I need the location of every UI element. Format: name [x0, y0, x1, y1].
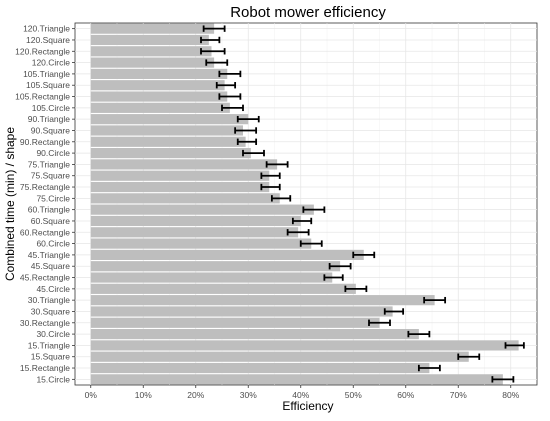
- y-tick-label: 120.Rectangle: [15, 46, 70, 56]
- bar: [90, 57, 215, 68]
- y-tick-label: 90.Square: [31, 125, 70, 135]
- x-tick-label: 20%: [187, 390, 204, 400]
- bar: [90, 80, 225, 91]
- y-tick-label: 15.Triangle: [28, 340, 70, 350]
- x-axis-label: Efficiency: [282, 399, 333, 413]
- y-tick-label: 45.Triangle: [28, 250, 70, 260]
- y-tick-label: 60.Square: [31, 216, 70, 226]
- y-tick-label: 45.Circle: [36, 284, 70, 294]
- y-tick-label: 75.Rectangle: [20, 182, 70, 192]
- x-axis: 0% 10% 20% 30% 40% 50% 60% 70% 80%: [85, 385, 520, 400]
- bar: [90, 295, 435, 306]
- y-tick-label: 90.Triangle: [28, 114, 70, 124]
- x-tick-label: 0%: [85, 390, 98, 400]
- bar: [90, 91, 228, 102]
- bar: [90, 68, 228, 79]
- x-tick-label: 70%: [450, 390, 467, 400]
- bar: [90, 136, 246, 147]
- x-tick-label: 30%: [240, 390, 257, 400]
- x-tick-label: 80%: [502, 390, 519, 400]
- bar: [90, 238, 312, 249]
- bar: [90, 125, 243, 136]
- y-tick-label: 105.Triangle: [23, 69, 70, 79]
- y-tick-label: 90.Rectangle: [20, 137, 70, 147]
- y-tick-label: 45.Rectangle: [20, 273, 70, 283]
- y-tick-label: 60.Triangle: [28, 205, 70, 215]
- y-tick-label: 15.Rectangle: [20, 363, 70, 373]
- y-tick-label: 120.Circle: [32, 58, 71, 68]
- bar: [90, 374, 503, 385]
- y-tick-label: 30.Rectangle: [20, 318, 70, 328]
- x-tick-label: 10%: [135, 390, 152, 400]
- y-tick-label: 60.Rectangle: [20, 227, 70, 237]
- bar: [90, 340, 519, 351]
- y-tick-label: 15.Square: [31, 352, 70, 362]
- y-tick-label: 75.Square: [31, 171, 70, 181]
- bar: [90, 102, 230, 113]
- x-tick-label: 40%: [292, 390, 309, 400]
- y-tick-label: 120.Triangle: [23, 24, 70, 34]
- bar: [90, 170, 270, 181]
- error-bars: [200, 25, 525, 383]
- y-tick-label: 30.Circle: [36, 329, 70, 339]
- bar: [90, 193, 280, 204]
- y-tick-label: 105.Square: [26, 80, 70, 90]
- y-tick-label: 120.Square: [26, 35, 70, 45]
- bar: [90, 181, 270, 193]
- bar: [90, 283, 356, 294]
- bar: [90, 23, 215, 34]
- bar: [90, 204, 314, 215]
- bar: [90, 306, 393, 317]
- bar-series: [90, 23, 519, 385]
- bar: [90, 215, 301, 227]
- x-tick-label: 60%: [397, 390, 414, 400]
- bar: [90, 46, 212, 57]
- y-tick-label: 75.Circle: [36, 193, 70, 203]
- bar: [90, 317, 380, 328]
- bar: [90, 249, 364, 260]
- x-tick-label: 50%: [345, 390, 362, 400]
- y-axis-label: Combined time (min) / shape: [3, 127, 17, 281]
- bar: [90, 261, 341, 272]
- y-tick-label: 30.Square: [31, 306, 70, 316]
- bar: [90, 329, 419, 340]
- chart-title: Robot mower efficiency: [230, 4, 386, 21]
- bar: [90, 148, 251, 159]
- y-tick-label: 60.Circle: [36, 239, 70, 249]
- bar: [90, 227, 299, 238]
- y-tick-label: 105.Rectangle: [15, 92, 70, 102]
- y-tick-label: 30.Triangle: [28, 295, 70, 305]
- bar: [90, 34, 209, 46]
- bar: [90, 351, 469, 362]
- bar: [90, 114, 249, 125]
- bar: [90, 272, 333, 283]
- y-tick-label: 45.Square: [31, 261, 70, 271]
- y-tick-label: 105.Circle: [32, 103, 71, 113]
- bar: [90, 362, 430, 374]
- y-tick-label: 15.Circle: [36, 374, 70, 384]
- y-tick-label: 75.Triangle: [28, 159, 70, 169]
- bar: [90, 159, 278, 170]
- y-tick-label: 90.Circle: [36, 148, 70, 158]
